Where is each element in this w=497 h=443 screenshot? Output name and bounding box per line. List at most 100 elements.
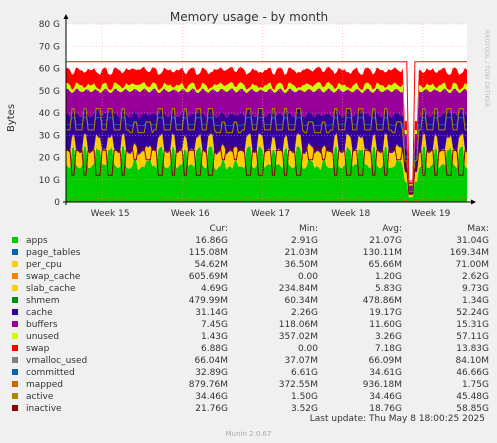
header-cur: Cur: xyxy=(209,224,228,234)
series-area-buffers xyxy=(66,88,467,190)
legend-name: inactive xyxy=(26,404,62,414)
x-tick-label: Week 18 xyxy=(331,209,370,219)
legend-cur: 66.04M xyxy=(194,356,228,366)
legend-min: 0.00 xyxy=(297,344,318,354)
legend-name: page_tables xyxy=(26,248,81,258)
legend-min: 60.34M xyxy=(284,296,318,306)
legend-avg: 130.11M xyxy=(362,248,402,258)
legend-name: slab_cache xyxy=(26,284,76,294)
y-axis-arrow xyxy=(63,14,69,19)
legend-swatch xyxy=(12,369,18,375)
x-tick-label: Week 19 xyxy=(411,209,450,219)
series-area-shmem xyxy=(66,132,467,195)
legend-name: swap_cache xyxy=(26,272,81,282)
series-area-slab-cache xyxy=(66,133,467,197)
legend-row-shmem: shmem 479.99M 60.34M 478.86M 1.34G xyxy=(12,295,489,307)
legend-min: 3.52G xyxy=(290,404,318,414)
header-min: Min: xyxy=(298,224,318,234)
legend-min: 6.61G xyxy=(290,368,318,378)
legend-max: 169.34M xyxy=(449,248,489,258)
legend-swatch xyxy=(12,237,18,243)
y-tick-label: 10 G xyxy=(39,176,60,186)
legend-min: 372.55M xyxy=(278,380,318,390)
legend-avg: 34.61G xyxy=(369,368,402,378)
legend-table: Cur: Min: Avg: Max: apps 16.86G 2.91G 21.07… xyxy=(12,223,489,415)
legend-row-vmalloc-used: vmalloc_used 66.04M 37.07M 66.09M 84.10M xyxy=(12,355,489,367)
legend-swatch xyxy=(12,345,18,351)
legend-min: 234.84M xyxy=(278,284,318,294)
legend-row-unused: unused 1.43G 357.02M 3.26G 57.11G xyxy=(12,331,489,343)
series-area-swap xyxy=(66,66,467,185)
legend-row-page-tables: page_tables 115.08M 21.03M 130.11M 169.34M xyxy=(12,247,489,259)
legend-row-active: active 34.46G 1.50G 34.46G 45.48G xyxy=(12,391,489,403)
legend-max: 1.75G xyxy=(461,380,489,390)
series-area-apps xyxy=(66,146,467,202)
legend-max: 45.48G xyxy=(456,392,489,402)
y-tick-label: 0 xyxy=(54,198,60,208)
header-avg: Avg: xyxy=(382,224,402,234)
legend-avg: 19.17G xyxy=(369,308,402,318)
legend-avg: 18.76G xyxy=(369,404,402,414)
legend-name: active xyxy=(26,392,54,402)
legend-min: 357.02M xyxy=(278,332,318,342)
y-tick-label: 50 G xyxy=(39,87,60,97)
legend-swatch xyxy=(12,249,18,255)
x-axis-arrow xyxy=(471,199,476,205)
legend-avg: 5.83G xyxy=(374,284,402,294)
legend-swatch xyxy=(12,285,18,291)
legend-header-row: Cur: Min: Avg: Max: xyxy=(12,223,489,235)
legend-name: swap xyxy=(26,344,50,354)
munin-version: Munin 2.0.67 xyxy=(225,430,272,438)
legend-avg: 478.86M xyxy=(362,296,402,306)
y-tick-label: 40 G xyxy=(39,109,60,119)
legend-swatch xyxy=(12,273,18,279)
legend-avg: 66.09M xyxy=(368,356,402,366)
legend-max: 58.85G xyxy=(456,404,489,414)
series-line-mapped xyxy=(66,198,467,203)
legend-max: 31.04G xyxy=(456,236,489,246)
rrdtool-watermark: RRDTOOL / TOBI OETIKER xyxy=(483,30,490,107)
legend-min: 118.06M xyxy=(278,320,318,330)
legend-avg: 21.07G xyxy=(369,236,402,246)
legend-cur: 31.14G xyxy=(195,308,228,318)
series-line-active xyxy=(66,108,467,193)
legend-name: shmem xyxy=(26,296,60,306)
legend-row-mapped: mapped 879.76M 372.55M 936.18M 1.75G xyxy=(12,379,489,391)
legend-min: 2.91G xyxy=(290,236,318,246)
legend-cur: 32.89G xyxy=(195,368,228,378)
legend-cur: 479.99M xyxy=(188,296,228,306)
legend-min: 1.50G xyxy=(290,392,318,402)
legend-max: 9.73G xyxy=(461,284,489,294)
legend-max: 2.62G xyxy=(461,272,489,282)
legend-avg: 34.46G xyxy=(369,392,402,402)
legend-avg: 3.26G xyxy=(374,332,402,342)
legend-cur: 21.76G xyxy=(195,404,228,414)
x-tick-label: Week 16 xyxy=(171,209,210,219)
legend-min: 37.07M xyxy=(284,356,318,366)
legend-max: 71.00M xyxy=(455,260,489,270)
y-tick-label: 80 G xyxy=(39,20,60,30)
legend-name: cache xyxy=(26,308,53,318)
line-series-layer xyxy=(66,61,467,203)
legend-row-buffers: buffers 7.45G 118.06M 11.60G 15.31G xyxy=(12,319,489,331)
legend-swatch xyxy=(12,405,18,411)
grid-layer xyxy=(66,23,467,202)
legend-swatch xyxy=(12,381,18,387)
legend-name: mapped xyxy=(26,380,63,390)
last-update: Last update: Thu May 8 18:00:25 2025 xyxy=(309,414,485,424)
legend-name: committed xyxy=(26,368,75,378)
legend-row-swap-cache: swap_cache 605.69M 0.00 1.20G 2.62G xyxy=(12,271,489,283)
legend-name: buffers xyxy=(26,320,58,330)
legend-name: per_cpu xyxy=(26,260,62,270)
legend-swatch xyxy=(12,357,18,363)
legend-min: 36.50M xyxy=(284,260,318,270)
legend-swatch xyxy=(12,309,18,315)
legend-max: 46.66G xyxy=(456,368,489,378)
legend-row-slab-cache: slab_cache 4.69G 234.84M 5.83G 9.73G xyxy=(12,283,489,295)
legend-cur: 4.69G xyxy=(200,284,228,294)
legend-max: 15.31G xyxy=(456,320,489,330)
legend-cur: 1.43G xyxy=(200,332,228,342)
legend-avg: 936.18M xyxy=(362,380,402,390)
legend-avg: 1.20G xyxy=(374,272,402,282)
legend-min: 2.26G xyxy=(290,308,318,318)
